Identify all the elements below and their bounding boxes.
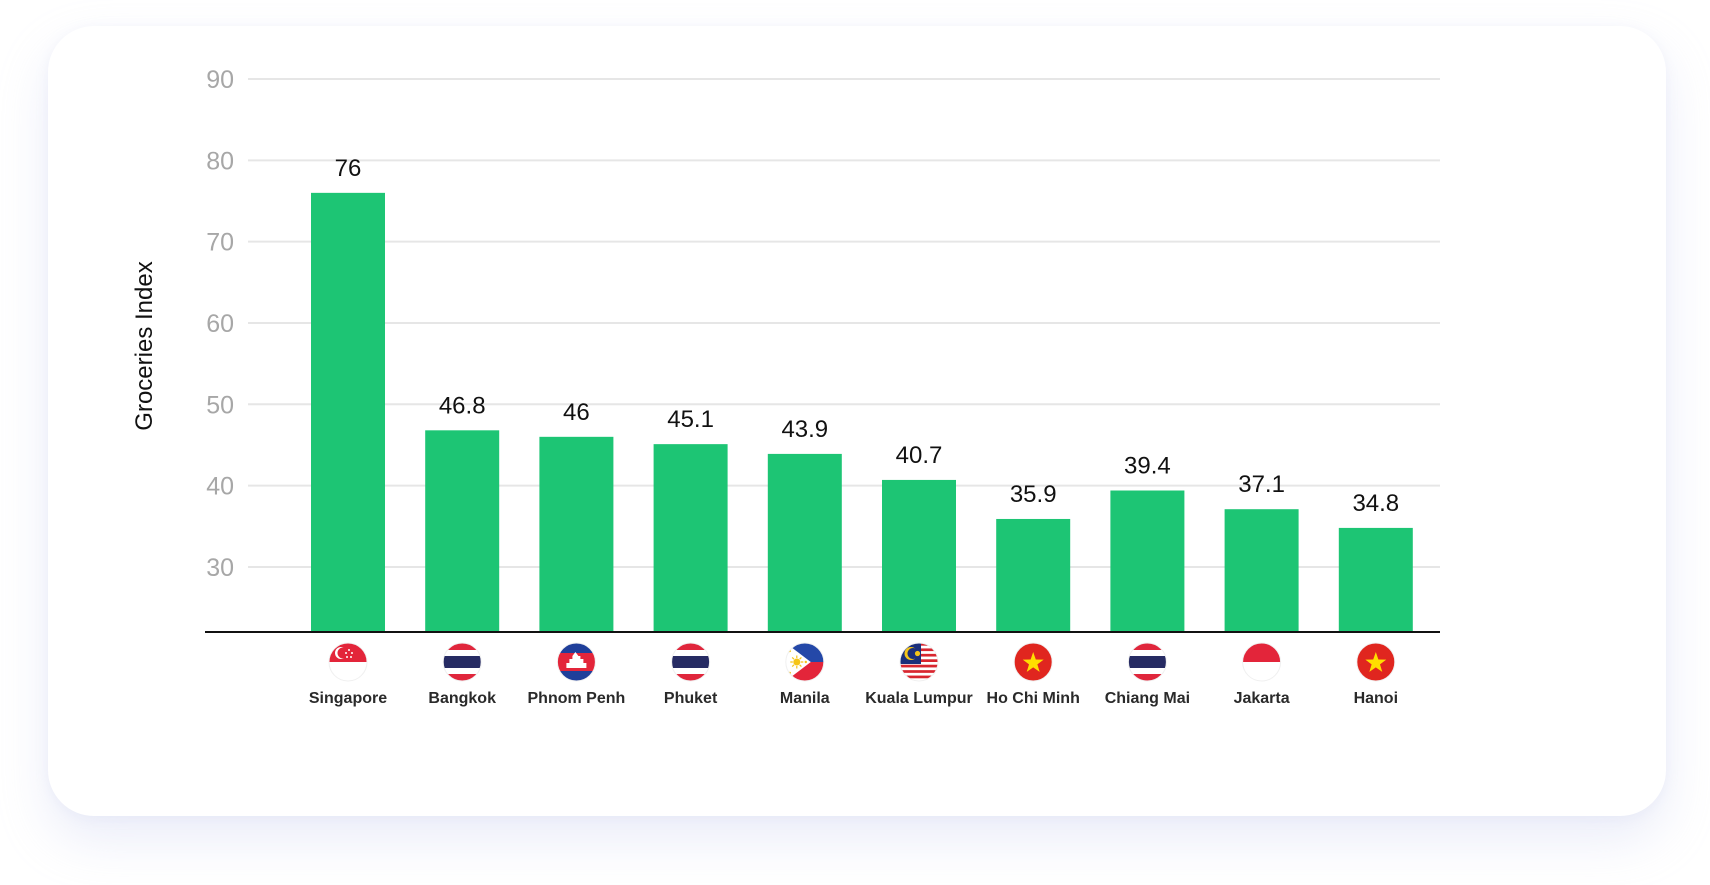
data-label: 40.7 [896,442,943,469]
vietnam-flag-icon [1013,642,1053,682]
y-tick-label: 70 [206,229,234,257]
data-label: 37.1 [1238,471,1285,498]
category-label: Kuala Lumpur [865,690,973,707]
indonesia-flag-icon [1242,642,1282,682]
category-label: Chiang Mai [1105,690,1190,707]
singapore-flag-icon [328,642,368,682]
category-labels: Singapore Bangkok Phnom Penh Phuket Manila Ku… [309,690,1398,707]
data-label: 35.9 [1010,481,1057,508]
y-axis-title: Groceries Index [131,261,158,430]
malaysia-flag-icon [899,642,939,682]
category-label: Jakarta [1234,690,1290,707]
data-label: 76 [335,155,362,182]
bar [653,444,728,631]
data-label: 43.9 [781,416,828,443]
bar [1338,527,1413,631]
bar [1110,490,1185,631]
y-tick-label: 80 [206,147,234,175]
category-label: Bangkok [428,690,496,707]
category-label: Ho Chi Minh [987,690,1080,707]
groceries-index-bar-chart: 30 40 50 60 70 80 90 76 46.8 46 45.1 43.9 40.7 35.9 3… [131,66,1440,707]
y-axis-ticks: 30 40 50 60 70 80 90 [206,66,234,582]
category-label: Manila [780,690,830,707]
chart-card: 30 40 50 60 70 80 90 76 46.8 46 45.1 43.9 40.7 35.9 3… [48,26,1666,816]
vietnam-flag-icon [1356,642,1396,682]
data-label: 46.8 [439,392,486,419]
value-labels: 76 46.8 46 45.1 43.9 40.7 35.9 39.4 37.1 34.8 [335,155,1400,517]
data-label: 46 [563,399,590,426]
country-flags [328,642,1396,682]
y-tick-label: 90 [206,66,234,94]
y-tick-label: 40 [206,473,234,501]
category-label: Phnom Penh [528,690,626,707]
y-tick-label: 30 [206,554,234,582]
y-tick-label: 60 [206,310,234,338]
bar [996,518,1071,631]
bar [539,436,614,631]
thailand-flag-icon [1127,642,1167,682]
cambodia-flag-icon [556,642,596,682]
category-label: Phuket [664,690,718,707]
bar [882,479,956,631]
philippines-flag-icon [785,642,825,682]
bar [1224,509,1299,631]
y-tick-label: 50 [206,391,234,419]
bar [311,192,385,631]
bar [425,430,500,631]
bars [311,192,1413,631]
thailand-flag-icon [442,642,482,682]
thailand-flag-icon [671,642,711,682]
data-label: 39.4 [1124,452,1171,479]
category-label: Singapore [309,690,387,707]
bar [767,453,842,631]
data-label: 34.8 [1352,490,1399,517]
category-label: Hanoi [1354,690,1398,707]
data-label: 45.1 [667,406,714,433]
